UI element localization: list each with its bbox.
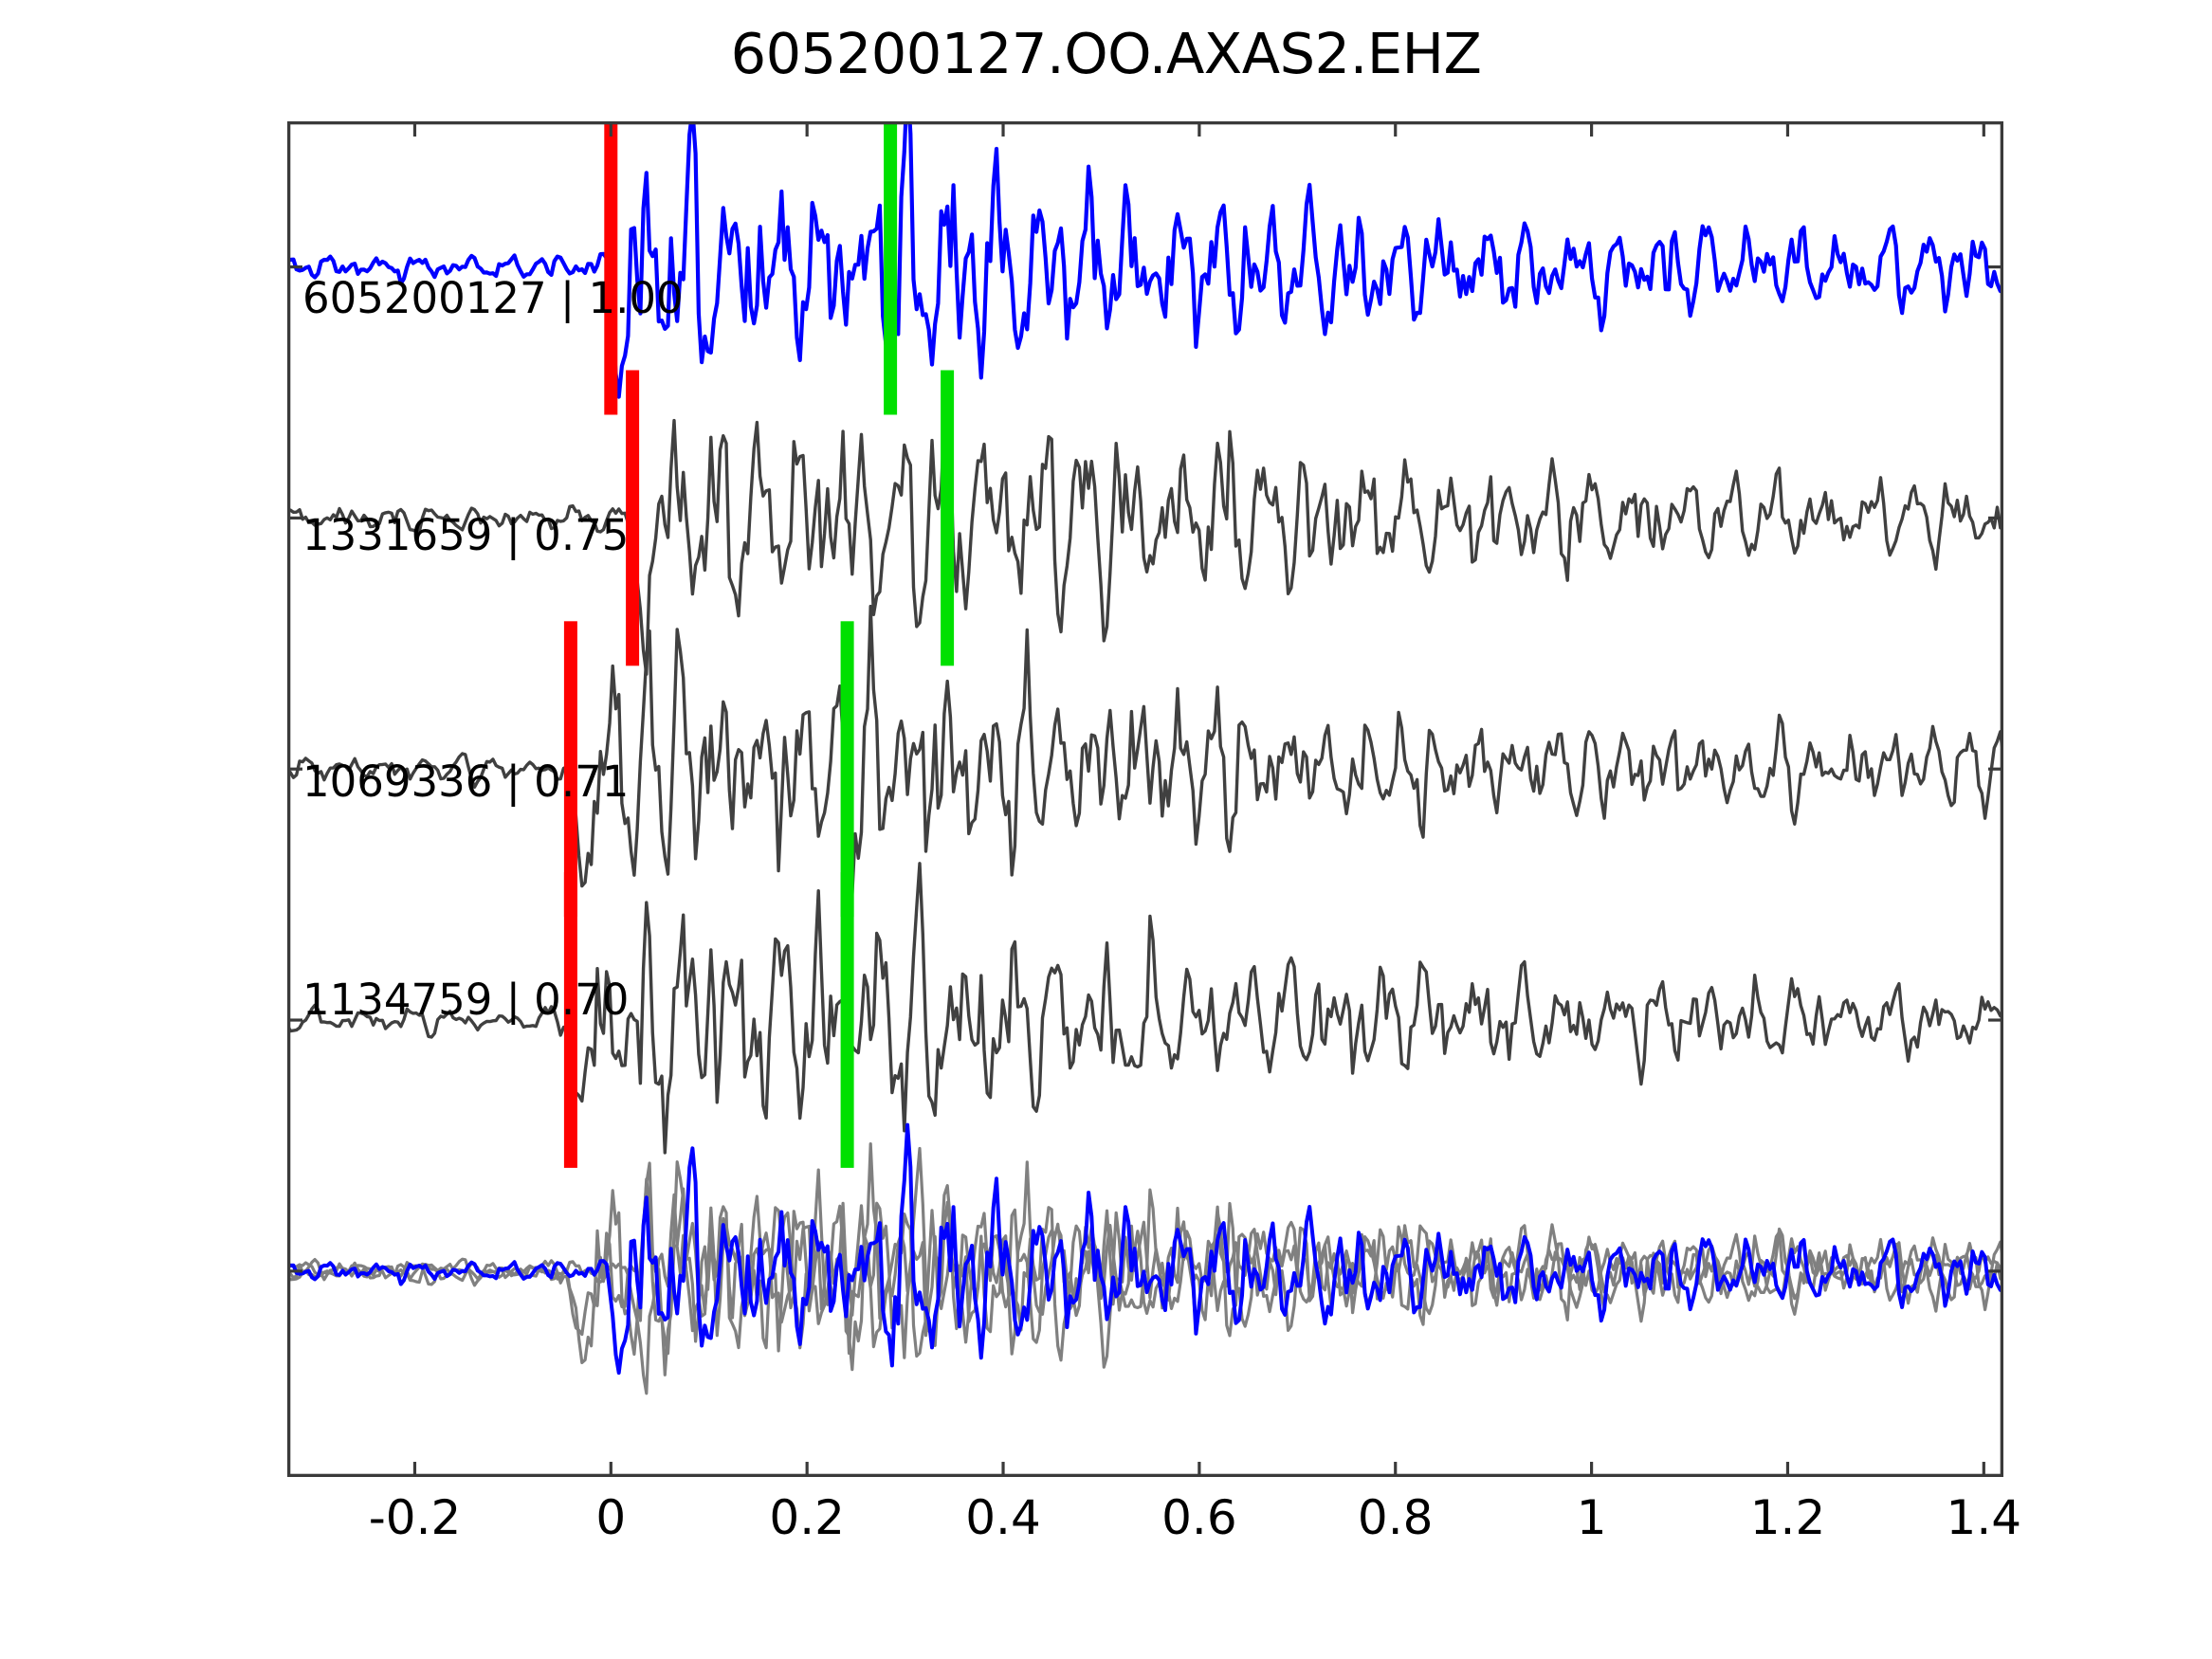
x-tick-label-4: 0.6 xyxy=(1161,1490,1237,1545)
x-tick-label-3: 0.4 xyxy=(965,1490,1041,1545)
trace-label-1134759: 1134759 | 0.70 xyxy=(302,975,630,1025)
s-pick-marker-1331659 xyxy=(941,370,955,666)
x-tick-label-8: 1.4 xyxy=(1946,1490,2022,1545)
x-axis-tick-labels: -0.2 0 0.2 0.4 0.6 0.8 1 1.2 1.4 xyxy=(287,1490,2021,1557)
waveform-trace-1331659 xyxy=(287,407,2003,676)
s-pick-marker-1134759 xyxy=(840,872,854,1168)
plot-area: 605200127 | 1.00 1331659 | 0.75 1069336 … xyxy=(287,121,2003,1477)
trace-label-605200127: 605200127 | 1.00 xyxy=(302,273,684,323)
x-tick-label-6: 1 xyxy=(1576,1490,1607,1545)
p-pick-marker-605200127 xyxy=(604,121,618,415)
x-tick-label-0: -0.2 xyxy=(368,1490,462,1545)
x-tick-label-1: 0 xyxy=(595,1490,627,1545)
axes-frame xyxy=(287,121,2003,1477)
s-pick-marker-1069336 xyxy=(840,621,854,918)
stacked-overlay-panel xyxy=(287,1122,2003,1395)
x-axis-ticks xyxy=(412,121,1985,1477)
waveform-trace-605200127 xyxy=(287,121,2003,399)
trace-label-1331659: 1331659 | 0.75 xyxy=(302,510,630,560)
p-pick-marker-1331659 xyxy=(626,370,640,666)
y-axis-ticks xyxy=(287,264,2003,1273)
p-pick-marker-1134759 xyxy=(563,872,577,1168)
p-pick-marker-1069336 xyxy=(563,621,577,918)
waveform-trace-1069336 xyxy=(287,604,2003,897)
x-tick-label-2: 0.2 xyxy=(769,1490,845,1545)
trace-label-1069336: 1069336 | 0.71 xyxy=(302,757,630,807)
x-tick-label-5: 0.8 xyxy=(1357,1490,1434,1545)
s-pick-marker-605200127 xyxy=(884,121,898,415)
x-tick-label-7: 1.2 xyxy=(1749,1490,1826,1545)
page-title: 605200127.OO.AXAS2.EHZ xyxy=(730,21,1482,86)
waveform-svg xyxy=(287,121,2003,1477)
